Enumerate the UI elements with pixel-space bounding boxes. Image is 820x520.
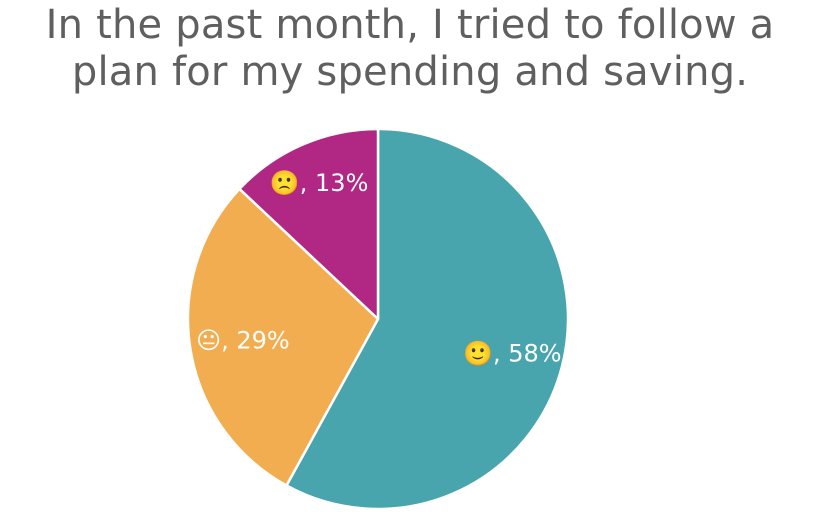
pie-slice-label-neutral-face: 😐, 29% xyxy=(196,326,290,354)
chart-title-line-2: plan for my spending and saving. xyxy=(71,49,749,95)
pie-slice-slightly-frowning-face xyxy=(238,127,380,321)
chart-title: In the past month, I tried to follow a p… xyxy=(0,2,820,96)
pie-slices xyxy=(186,127,570,511)
pie-slice-neutral-face xyxy=(186,187,380,487)
pie-labels: 🙂, 58% 😐, 29% 🙁, 13% xyxy=(196,169,562,368)
pie-slice-label-slightly-smiling-face: 🙂, 58% xyxy=(463,339,561,367)
pie-slice-slightly-smiling-face xyxy=(285,127,570,511)
pie-slice-label-slightly-frowning-face: 🙁, 13% xyxy=(270,169,368,197)
chart-title-line-1: In the past month, I tried to follow a xyxy=(45,2,775,48)
